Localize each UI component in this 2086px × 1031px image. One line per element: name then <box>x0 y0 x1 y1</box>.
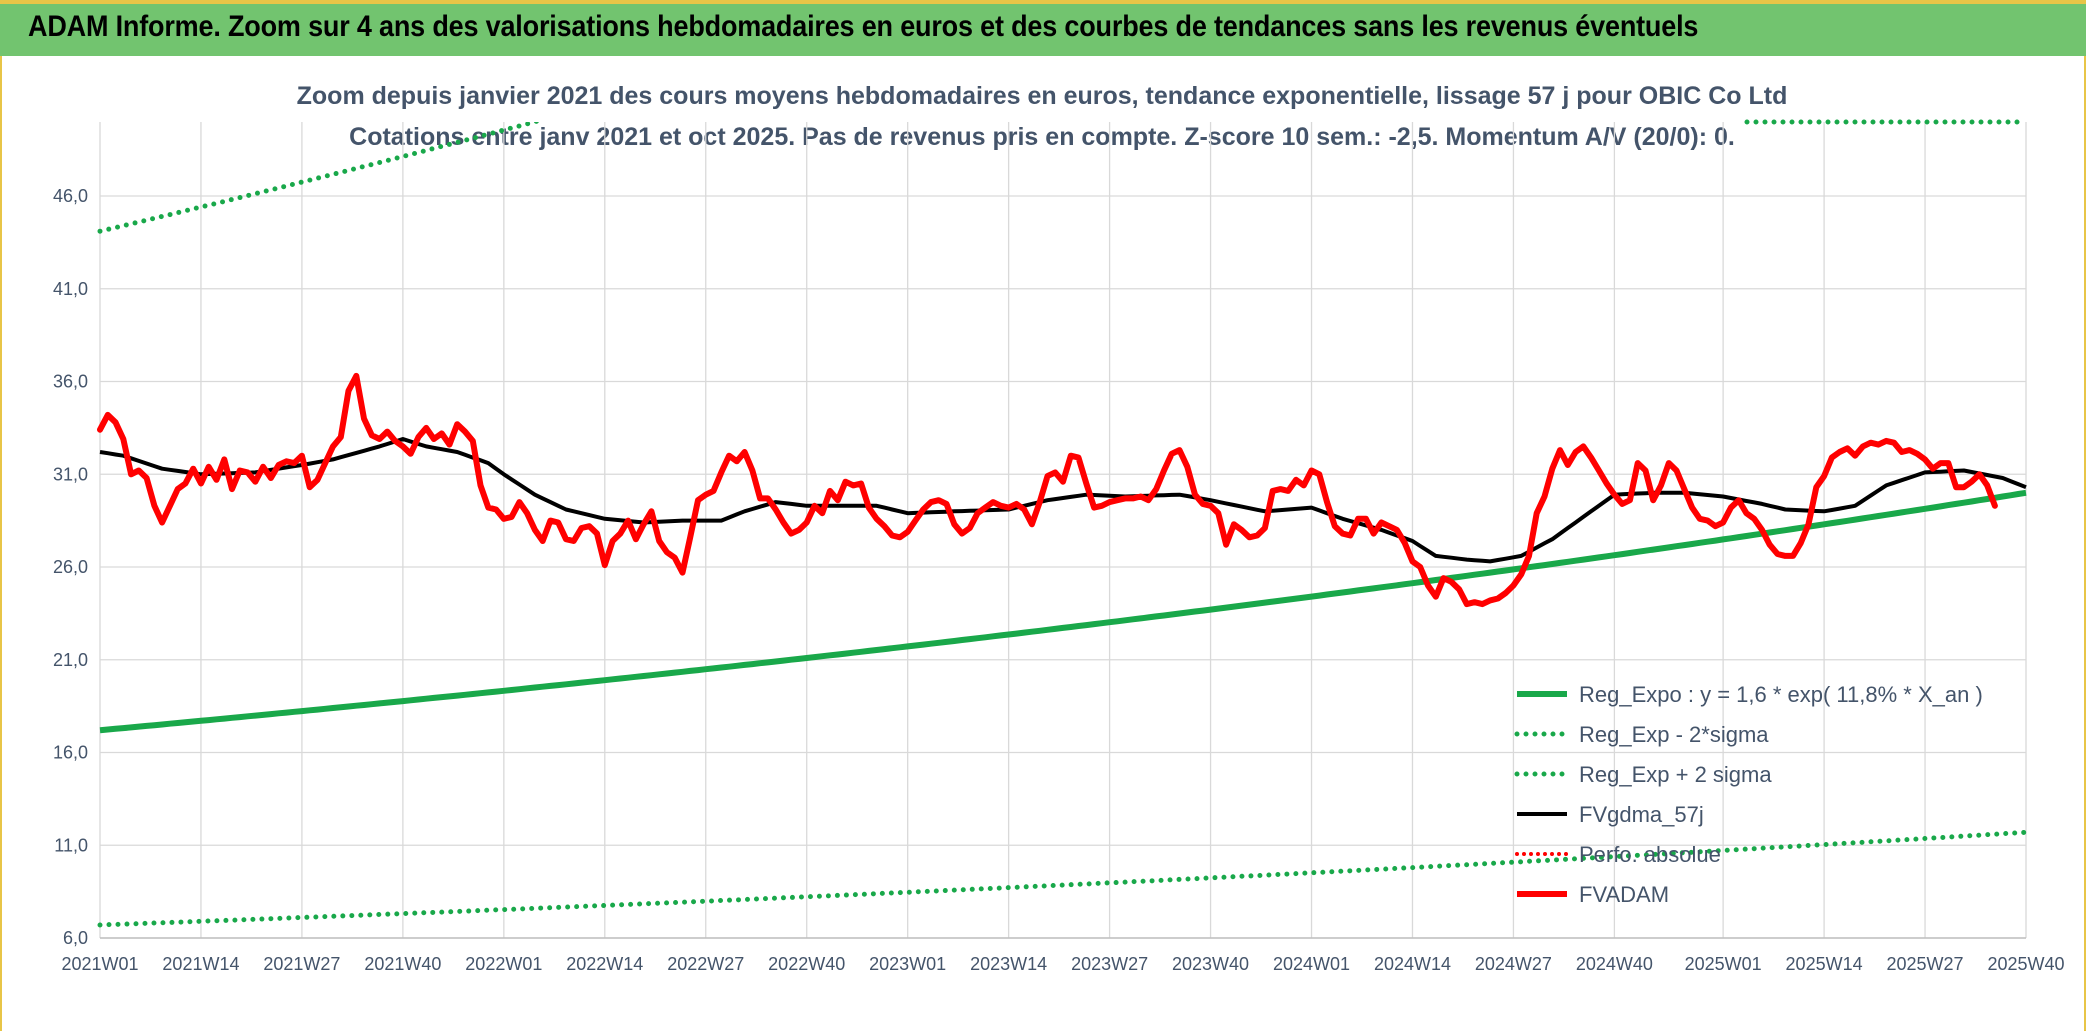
x-tick-label: 2021W40 <box>364 954 441 974</box>
y-tick-label: 31,0 <box>53 464 88 484</box>
y-tick-label: 41,0 <box>53 279 88 299</box>
series-fvgdma-57j <box>99 437 2027 564</box>
legend-label-perfo: Perfo. absolue <box>1579 842 1721 867</box>
y-tick-label: 6,0 <box>63 928 88 948</box>
y-tick-label: 21,0 <box>53 650 88 670</box>
series-reg-exp-plus-2sigma <box>97 122 544 234</box>
chart: Zoom depuis janvier 2021 des cours moyen… <box>53 82 2065 974</box>
x-tick-label: 2023W01 <box>869 954 946 974</box>
y-tick-label: 16,0 <box>53 743 88 763</box>
page-title: ADAM Informe. Zoom sur 4 ans des valoris… <box>28 10 1699 43</box>
x-tick-label: 2021W27 <box>263 954 340 974</box>
x-tick-label: 2022W14 <box>566 954 643 974</box>
series-reg-expo <box>99 489 2027 734</box>
x-tick-label: 2025W27 <box>1887 954 1964 974</box>
legend-label-fvadam: FVADAM <box>1579 882 1669 907</box>
x-tick-label: 2023W14 <box>970 954 1047 974</box>
x-tick-label: 2025W01 <box>1685 954 1762 974</box>
x-tick-label: 2023W40 <box>1172 954 1249 974</box>
legend-label-reg_minus: Reg_Exp - 2*sigma <box>1579 722 1769 747</box>
legend-label-reg_expo: Reg_Expo : y = 1,6 * exp( 11,8% * X_an ) <box>1579 682 1983 707</box>
x-tick-label: 2022W27 <box>667 954 744 974</box>
plot-area <box>97 122 2029 928</box>
chart-frame: Zoom depuis janvier 2021 des cours moyen… <box>0 56 2086 1031</box>
series-reg-exp-minus-2sigma <box>97 829 2029 928</box>
x-tick-label: 2022W01 <box>465 954 542 974</box>
x-tick-label: 2024W40 <box>1576 954 1653 974</box>
x-tick-label: 2025W40 <box>1987 954 2064 974</box>
chart-title-line1: Zoom depuis janvier 2021 des cours moyen… <box>297 82 1788 110</box>
x-tick-label: 2024W27 <box>1475 954 1552 974</box>
header-banner: ADAM Informe. Zoom sur 4 ans des valoris… <box>0 0 2086 56</box>
chart-title-line2: Cotations entre janv 2021 et oct 2025. P… <box>349 123 1735 151</box>
legend-label-fvgdma: FVgdma_57j <box>1579 802 1704 827</box>
x-tick-label: 2022W40 <box>768 954 845 974</box>
x-tick-label: 2023W27 <box>1071 954 1148 974</box>
x-tick-label: 2024W14 <box>1374 954 1451 974</box>
series-fvadam <box>97 372 1998 608</box>
x-tick-label: 2025W14 <box>1786 954 1863 974</box>
x-tick-label: 2021W14 <box>162 954 239 974</box>
y-tick-label: 46,0 <box>53 186 88 206</box>
x-tick-label: 2021W01 <box>61 954 138 974</box>
legend-label-reg_plus: Reg_Exp + 2 sigma <box>1579 762 1772 787</box>
y-tick-label: 11,0 <box>54 835 88 855</box>
y-tick-label: 36,0 <box>53 372 88 392</box>
x-tick-label: 2024W01 <box>1273 954 1350 974</box>
y-tick-label: 26,0 <box>53 557 88 577</box>
